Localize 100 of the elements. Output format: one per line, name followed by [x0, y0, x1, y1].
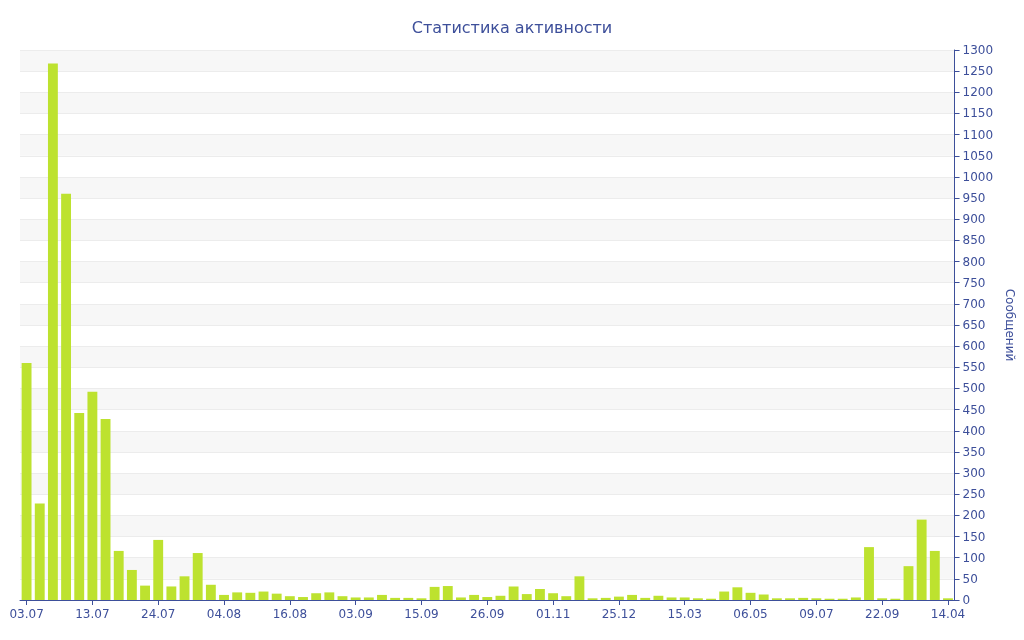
bar [679, 597, 690, 600]
x-tick-label: 25.12 [601, 607, 637, 621]
bar [166, 586, 177, 600]
x-tick-label: 16.08 [272, 607, 308, 621]
bar [61, 193, 72, 600]
bar [205, 584, 216, 600]
y-tick-label: 400 [962, 423, 986, 438]
bar [442, 586, 453, 600]
y-tick-label: 150 [962, 529, 986, 544]
y-tick-label: 950 [962, 191, 986, 206]
bar [798, 597, 809, 600]
bar [179, 576, 190, 600]
bar [482, 597, 493, 600]
bar [140, 585, 150, 600]
bar [192, 553, 203, 600]
bar [456, 597, 466, 600]
y-tick-label: 900 [962, 212, 986, 227]
bar [600, 597, 611, 600]
x-tick-label: 26.09 [470, 607, 505, 621]
y-tick-label: 500 [962, 381, 986, 396]
bar [640, 597, 651, 600]
bar [34, 503, 45, 600]
y-tick-label: 1200 [962, 85, 994, 100]
y-tick-label: 850 [962, 233, 986, 248]
bar [298, 597, 308, 600]
x-tick-label: 15.03 [667, 607, 702, 621]
y-tick-label: 750 [962, 275, 986, 290]
bar [21, 363, 32, 600]
bar [864, 547, 874, 600]
bar [126, 569, 137, 600]
y-tick-label: 450 [962, 402, 986, 417]
bar [916, 519, 927, 600]
bar [548, 593, 559, 600]
bar [47, 63, 58, 600]
bar [508, 586, 519, 600]
bar [153, 539, 164, 600]
x-tick-label: 15.09 [404, 607, 439, 621]
y-tick-label: 1100 [962, 127, 994, 142]
y-tick-label: 250 [962, 487, 986, 502]
x-tick-label: 01.11 [535, 607, 571, 621]
bar [390, 597, 401, 600]
x-tick-label: 13.07 [75, 607, 110, 621]
bar [850, 597, 861, 600]
bar [653, 595, 664, 600]
y-tick-label: 1250 [962, 64, 994, 79]
y-tick-label: 700 [962, 296, 986, 311]
y-tick-label: 1050 [962, 148, 994, 163]
y-tick-label: 1150 [962, 106, 994, 121]
bar [74, 413, 85, 600]
y-tick-label: 0 [962, 593, 971, 607]
bar [521, 594, 532, 600]
bar [284, 596, 295, 600]
bar [232, 592, 243, 600]
y-tick-label: 300 [962, 466, 986, 481]
chart-title: Статистика активности [411, 17, 613, 37]
bar [561, 596, 572, 600]
x-tick-label: 06.05 [733, 607, 768, 621]
bar [350, 597, 361, 600]
y-tick-label: 600 [962, 339, 986, 354]
bar [613, 596, 624, 600]
x-tick-label: 14.04 [930, 607, 966, 621]
y-tick-label: 550 [962, 360, 986, 375]
bar [535, 589, 545, 600]
bar [337, 596, 348, 600]
bar [403, 597, 414, 600]
y-tick-label: 50 [962, 571, 978, 586]
y-tick-label: 100 [962, 550, 986, 565]
bar [87, 391, 98, 600]
y-tick-label: 350 [962, 444, 986, 459]
bar [245, 592, 256, 600]
x-tick-label: 09.07 [799, 607, 834, 621]
bar [666, 597, 677, 600]
bar [758, 594, 769, 600]
y-tick-label: 800 [962, 254, 986, 269]
bar [363, 597, 374, 600]
bar [929, 550, 940, 600]
x-tick-label: 03.07 [9, 607, 44, 621]
bar [219, 594, 229, 600]
x-tick-label: 04.08 [206, 607, 242, 621]
bar [324, 592, 335, 600]
x-tick-label: 03.09 [338, 607, 373, 621]
bar [574, 576, 585, 600]
bar [311, 593, 322, 600]
bar [732, 587, 743, 600]
y-axis-title: Сообщений [1003, 288, 1017, 362]
y-tick-label: 200 [962, 508, 986, 523]
bar [429, 586, 440, 600]
bar [903, 566, 914, 600]
bar [271, 593, 282, 600]
bar [469, 594, 480, 600]
y-tick-label: 1300 [962, 43, 994, 57]
x-tick-label: 24.07 [141, 607, 176, 621]
bar [113, 550, 124, 600]
y-tick-label: 650 [962, 318, 986, 332]
bar [627, 594, 638, 600]
y-tick-label: 1000 [962, 169, 994, 184]
bar [100, 418, 111, 600]
x-tick-label: 22.09 [864, 607, 900, 621]
bar [377, 594, 387, 600]
bar [719, 591, 730, 600]
